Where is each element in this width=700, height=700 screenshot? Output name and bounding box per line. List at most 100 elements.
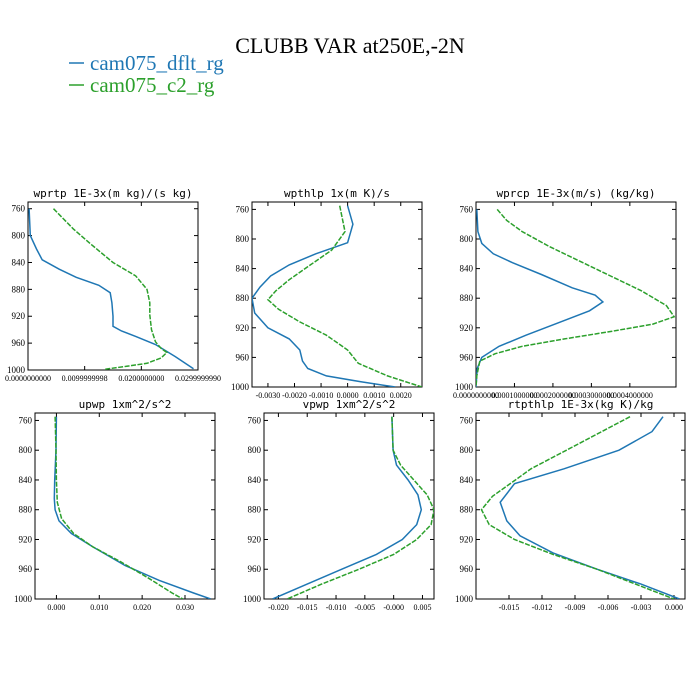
panel-title: wpthlp 1x(m K)/s — [284, 187, 390, 200]
x-tick-label: 0.000 — [665, 603, 683, 612]
series-line-dflt — [272, 416, 423, 599]
plot-frame — [34, 412, 216, 600]
y-tick-label: 920 — [236, 323, 250, 333]
x-tick-label: -0.006 — [598, 603, 619, 612]
x-tick-label: 0.0299999990 — [175, 374, 221, 383]
x-tick-label: 0.0000000000 — [5, 374, 51, 383]
x-tick-label: 0.0001000000 — [491, 391, 537, 400]
y-tick-label: 800 — [19, 445, 33, 455]
y-tick-label: 800 — [460, 234, 474, 244]
panels-container: wprtp 1E-3x(m kg)/(s kg) 760 800 840 880 920 9… — [5, 187, 686, 612]
y-tick-label: 880 — [19, 505, 33, 515]
y-tick-label: 960 — [460, 352, 474, 362]
y-tick-label: 880 — [236, 293, 250, 303]
series-line-dflt — [28, 208, 194, 370]
series-line-c2 — [476, 208, 676, 387]
chart-panel-1: wprtp 1E-3x(m kg)/(s kg) 760 800 840 880 920 9… — [5, 187, 221, 383]
y-tick-label: 760 — [12, 204, 26, 214]
plot-frame — [475, 201, 677, 388]
x-tick-label: -0.020 — [268, 603, 289, 612]
y-tick-label: 920 — [460, 534, 474, 544]
x-tick-label: 0.005 — [413, 603, 431, 612]
y-tick-label: 840 — [236, 264, 250, 274]
series-line-dflt — [252, 205, 396, 387]
y-tick-label: 840 — [460, 475, 474, 485]
plot-frame — [27, 201, 199, 371]
figure-title: CLUBB VAR at250E,-2N — [235, 33, 465, 58]
x-tick-label: 0.0020 — [390, 391, 412, 400]
chart-panel-4: upwp 1xm^2/s^2 760 800 840 880 920 960 1000 0.00… — [14, 398, 216, 612]
x-tick-label: 0.000 — [47, 603, 65, 612]
x-tick-label: -0.015 — [297, 603, 318, 612]
y-tick-label: 920 — [12, 311, 26, 321]
y-tick-label: 960 — [248, 564, 262, 574]
panel-title: rtpthlp 1E-3x(kg K)/kg — [508, 398, 654, 411]
x-tick-label: 0.0003000000 — [568, 391, 614, 400]
panel-title: upwp 1xm^2/s^2 — [79, 398, 172, 411]
plot-frame — [263, 412, 435, 600]
x-tick-label: -0.000 — [383, 603, 404, 612]
chart-panel-2: wpthlp 1x(m K)/s 760 800 840 880 920 960 1000 -0… — [231, 187, 423, 400]
y-tick-label: 800 — [248, 445, 262, 455]
y-tick-label: 800 — [460, 445, 474, 455]
y-tick-label: 960 — [12, 338, 26, 348]
y-tick-label: 760 — [236, 204, 250, 214]
y-tick-label: 960 — [236, 352, 250, 362]
panel-title: vpwp 1xm^2/s^2 — [303, 398, 396, 411]
x-tick-label: -0.0010 — [309, 391, 334, 400]
series-line-c2 — [52, 208, 168, 370]
legend-label-dflt: cam075_dflt_rg — [90, 51, 224, 75]
y-tick-label: 760 — [460, 415, 474, 425]
y-tick-label: 800 — [236, 234, 250, 244]
y-tick-label: 1000 — [14, 594, 33, 604]
panel-title: wprtp 1E-3x(m kg)/(s kg) — [34, 187, 193, 200]
x-tick-label: 0.0004000000 — [607, 391, 653, 400]
x-tick-label: -0.0030 — [256, 391, 281, 400]
y-tick-label: 880 — [460, 505, 474, 515]
y-tick-label: 760 — [19, 415, 33, 425]
y-tick-label: 920 — [460, 323, 474, 333]
series-line-dflt — [53, 416, 211, 599]
y-tick-label: 1000 — [231, 382, 250, 392]
chart-panel-6: rtpthlp 1E-3x(kg K)/kg 760 800 840 880 920 960… — [455, 398, 686, 612]
x-tick-label: 0.020 — [133, 603, 151, 612]
y-tick-label: 880 — [460, 293, 474, 303]
y-tick-label: 800 — [12, 231, 26, 241]
x-tick-label: -0.012 — [532, 603, 553, 612]
x-tick-label: -0.0020 — [282, 391, 307, 400]
x-tick-label: -0.009 — [565, 603, 586, 612]
y-tick-label: 1000 — [455, 382, 474, 392]
y-tick-label: 880 — [12, 284, 26, 294]
legend: cam075_dflt_rg cam075_c2_rg — [69, 51, 224, 97]
y-tick-label: 840 — [460, 264, 474, 274]
plot-frame — [475, 412, 686, 600]
chart-panel-3: wprcp 1E-3x(m/s) (kg/kg) 760 800 840 880 920 9… — [453, 187, 677, 400]
y-tick-label: 960 — [460, 564, 474, 574]
series-line-c2 — [286, 416, 434, 599]
series-line-c2 — [54, 416, 184, 599]
x-tick-label: 0.0000000000 — [453, 391, 499, 400]
y-tick-label: 880 — [248, 505, 262, 515]
y-tick-label: 840 — [12, 257, 26, 267]
x-tick-label: 0.030 — [176, 603, 194, 612]
y-tick-label: 1000 — [7, 365, 26, 375]
plot-frame — [251, 201, 423, 388]
x-tick-label: -0.010 — [326, 603, 347, 612]
x-tick-label: 0.010 — [90, 603, 108, 612]
legend-label-c2: cam075_c2_rg — [90, 73, 215, 97]
series-line-c2 — [480, 416, 675, 599]
x-tick-label: -0.005 — [355, 603, 376, 612]
series-line-c2 — [266, 205, 422, 387]
x-tick-label: 0.0002000000 — [530, 391, 576, 400]
y-tick-label: 760 — [248, 415, 262, 425]
panel-title: wprcp 1E-3x(m/s) (kg/kg) — [497, 187, 656, 200]
x-tick-label: -0.003 — [631, 603, 652, 612]
y-tick-label: 1000 — [243, 594, 262, 604]
x-tick-label: 0.0099999998 — [62, 374, 108, 383]
series-line-dflt — [499, 416, 680, 599]
series-line-dflt — [476, 209, 605, 387]
x-tick-label: 0.0000 — [337, 391, 359, 400]
y-tick-label: 920 — [19, 534, 33, 544]
y-tick-label: 920 — [248, 534, 262, 544]
